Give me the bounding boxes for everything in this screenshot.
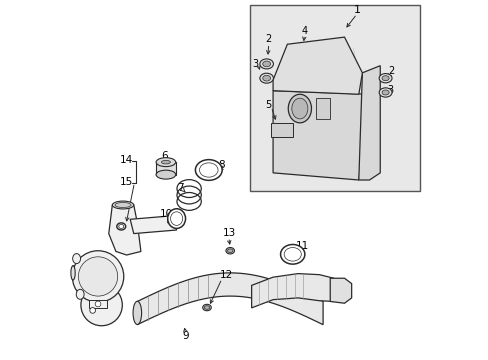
Circle shape bbox=[81, 284, 122, 326]
Ellipse shape bbox=[225, 248, 234, 254]
Ellipse shape bbox=[227, 249, 232, 252]
Polygon shape bbox=[272, 37, 362, 94]
Text: 12: 12 bbox=[219, 270, 232, 280]
Ellipse shape bbox=[259, 59, 273, 69]
Polygon shape bbox=[329, 278, 351, 303]
Ellipse shape bbox=[381, 76, 388, 81]
Ellipse shape bbox=[112, 201, 134, 209]
Ellipse shape bbox=[73, 253, 81, 264]
Polygon shape bbox=[358, 66, 380, 180]
Bar bbox=[156, 162, 175, 175]
Bar bbox=[271, 123, 292, 137]
Ellipse shape bbox=[76, 289, 84, 299]
Text: 3: 3 bbox=[252, 59, 258, 69]
Ellipse shape bbox=[291, 98, 307, 119]
Ellipse shape bbox=[195, 159, 222, 180]
Text: 7: 7 bbox=[177, 183, 183, 193]
Polygon shape bbox=[137, 273, 323, 325]
Text: 3: 3 bbox=[386, 85, 392, 95]
Ellipse shape bbox=[174, 214, 179, 222]
Circle shape bbox=[72, 251, 123, 302]
Circle shape bbox=[78, 257, 118, 296]
Bar bbox=[249, 5, 419, 191]
Ellipse shape bbox=[161, 160, 170, 164]
Ellipse shape bbox=[262, 75, 270, 81]
Circle shape bbox=[95, 301, 101, 307]
Ellipse shape bbox=[204, 306, 209, 309]
Ellipse shape bbox=[378, 88, 391, 97]
Text: 11: 11 bbox=[296, 242, 309, 251]
Ellipse shape bbox=[167, 209, 185, 228]
Ellipse shape bbox=[119, 225, 123, 228]
Text: 10: 10 bbox=[160, 208, 173, 219]
Polygon shape bbox=[73, 266, 91, 284]
Ellipse shape bbox=[156, 158, 175, 167]
Bar bbox=[315, 98, 329, 119]
Ellipse shape bbox=[117, 223, 125, 230]
Ellipse shape bbox=[381, 90, 388, 95]
Text: 6: 6 bbox=[161, 151, 167, 161]
Text: 9: 9 bbox=[182, 331, 188, 341]
Text: 2: 2 bbox=[265, 34, 271, 44]
Ellipse shape bbox=[287, 94, 311, 123]
Text: 8: 8 bbox=[218, 160, 225, 170]
Text: 1: 1 bbox=[353, 5, 360, 15]
Circle shape bbox=[90, 307, 95, 313]
Ellipse shape bbox=[199, 163, 218, 177]
Ellipse shape bbox=[280, 244, 304, 264]
Ellipse shape bbox=[203, 304, 211, 311]
Ellipse shape bbox=[170, 212, 183, 225]
Polygon shape bbox=[251, 274, 333, 308]
Ellipse shape bbox=[71, 266, 75, 280]
Text: 14: 14 bbox=[120, 155, 133, 165]
Polygon shape bbox=[272, 91, 369, 180]
Ellipse shape bbox=[115, 203, 131, 207]
Polygon shape bbox=[108, 205, 141, 255]
Polygon shape bbox=[130, 216, 176, 234]
Text: 5: 5 bbox=[265, 100, 271, 110]
Ellipse shape bbox=[156, 170, 175, 179]
Polygon shape bbox=[167, 212, 178, 225]
Ellipse shape bbox=[133, 301, 142, 324]
Bar bbox=[89, 300, 107, 307]
Ellipse shape bbox=[259, 73, 273, 83]
Ellipse shape bbox=[284, 248, 301, 261]
Text: 15: 15 bbox=[120, 177, 133, 187]
Ellipse shape bbox=[262, 61, 270, 67]
Text: 13: 13 bbox=[222, 228, 235, 238]
Ellipse shape bbox=[378, 73, 391, 83]
Text: 4: 4 bbox=[301, 26, 307, 36]
Text: 2: 2 bbox=[388, 66, 394, 76]
